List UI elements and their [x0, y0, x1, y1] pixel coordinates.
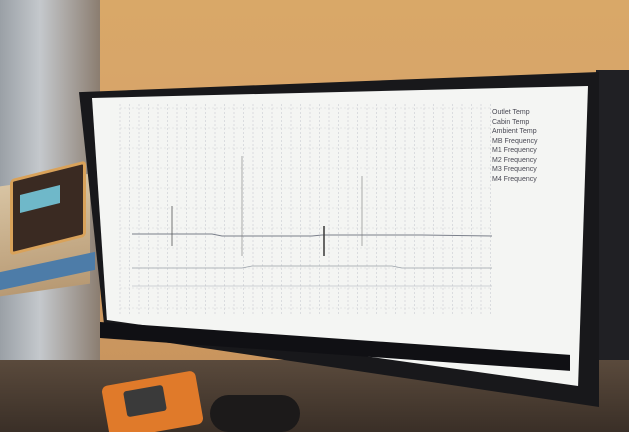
- plot-traces: [132, 156, 493, 287]
- legend-item: M2 Frequency: [492, 156, 537, 164]
- legend-item: Outlet Temp: [492, 109, 530, 116]
- cables: [210, 395, 300, 432]
- legend-item: M1 Frequency: [492, 147, 537, 154]
- legend-item: Ambient Temp: [492, 128, 537, 135]
- plot-grid: [119, 104, 492, 316]
- legend-item: M4 Frequency: [492, 175, 537, 183]
- legend-item: Cabin Temp: [492, 118, 530, 126]
- plot-legend: Outlet Temp Cabin Temp Ambient Temp MB F…: [492, 108, 574, 184]
- legend-item: MB Frequency: [492, 137, 538, 145]
- plot-trace: [132, 233, 493, 237]
- legend-item: M3 Frequency: [492, 166, 537, 173]
- plot-trace: [132, 265, 492, 269]
- plot-area: [119, 104, 493, 316]
